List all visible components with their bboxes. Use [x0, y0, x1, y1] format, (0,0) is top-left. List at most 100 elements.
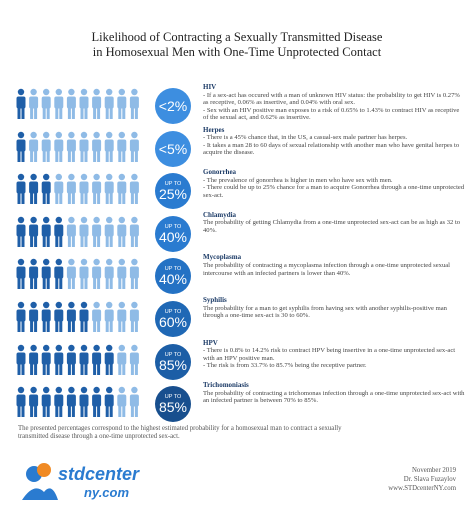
person-icon — [92, 131, 102, 162]
icons — [16, 259, 139, 290]
person-icon — [29, 88, 39, 119]
person-icon — [66, 173, 76, 205]
person-icon — [41, 131, 51, 162]
disease-name: HIV — [203, 83, 217, 91]
person-icon — [129, 216, 139, 247]
person-icon — [92, 216, 102, 247]
title-line: Likelihood of Contracting a Sexually Tra… — [91, 30, 383, 44]
person-icon — [29, 173, 39, 205]
row: <5% Herpes - There is a 45% chance that, i… — [0, 125, 474, 169]
person-icon — [104, 386, 114, 418]
person-icon — [66, 386, 76, 418]
person-icon — [29, 216, 39, 247]
badge-prefix: UP TO — [165, 224, 182, 230]
person-icon — [79, 344, 89, 375]
description: - The prevalence of gonorrhea is higher … — [203, 176, 393, 184]
badge-circle — [155, 258, 191, 295]
person-icon — [41, 173, 51, 205]
badge-value: <5% — [159, 141, 187, 157]
badge: <5% — [155, 130, 191, 167]
person-icon — [129, 131, 139, 162]
person-icon — [54, 344, 64, 375]
person-icon — [41, 88, 51, 119]
description: - If a sex-act has occured with a man of… — [203, 91, 460, 107]
badge-circle — [155, 88, 191, 124]
person-icon — [54, 173, 64, 205]
person-icon — [79, 88, 89, 119]
description: - There is a 45% chance that, in the US,… — [203, 134, 408, 142]
icons — [16, 301, 139, 332]
badge-prefix: UP TO — [165, 181, 182, 187]
person-icon — [92, 344, 102, 375]
person-icon — [117, 88, 127, 119]
row-text: HPV - There is 0.8% to 14.2% risk to cont… — [203, 339, 465, 370]
disease-name: Syphilis — [203, 296, 227, 304]
person-icon — [16, 301, 26, 332]
person-icon — [104, 259, 114, 290]
person-icon — [66, 131, 76, 162]
logo-text: stdcenter — [58, 464, 140, 484]
row: <2% HIV - If a sex-act has occured with a … — [0, 83, 474, 126]
disease-name: Herpes — [203, 125, 225, 134]
title-line: in Homosexual Men with One-Time Unprotec… — [92, 45, 382, 59]
person-icon — [29, 386, 39, 418]
footnote: The presented percentages correspond to … — [18, 425, 342, 440]
badge-value: 60% — [159, 314, 187, 330]
person-icon — [129, 88, 139, 119]
person-icon — [29, 131, 39, 162]
person-icon — [66, 344, 76, 375]
row-text: Syphilis The probability for a man to get… — [203, 296, 465, 320]
icons — [16, 88, 139, 119]
person-icon — [104, 216, 114, 247]
badge-circle — [155, 301, 191, 337]
person-icon — [79, 386, 89, 418]
person-icon — [79, 301, 89, 332]
person-icon — [79, 216, 89, 247]
person-icon — [79, 259, 89, 290]
person-icon — [41, 386, 51, 418]
person-icon — [92, 259, 102, 290]
person-icon — [16, 88, 26, 119]
row: UP TO 85% Trichomoniasis The probability of… — [0, 382, 474, 424]
description: The probability of contracting a trichom… — [203, 389, 465, 405]
row-text: HIV - If a sex-act has occured with a man… — [203, 83, 465, 122]
person-icon — [16, 386, 26, 418]
person-icon — [41, 259, 51, 290]
row-text: Herpes - There is a 45% chance that, in t… — [203, 125, 465, 157]
person-icon — [54, 131, 64, 162]
badge-value: 40% — [159, 229, 187, 245]
row: UP TO 40% Chlamydia The probability of gett… — [0, 211, 474, 254]
disease-name: Mycoplasma — [203, 253, 242, 262]
credit-line: November 2019 — [412, 467, 456, 474]
row: UP TO 60% Syphilis The probability for a ma… — [0, 296, 474, 339]
person-icon — [79, 173, 89, 205]
person-icon — [54, 301, 64, 332]
person-icon — [129, 259, 139, 290]
person-icon — [16, 131, 26, 162]
description: - It takes a man 28 to 60 days of sexual… — [203, 141, 460, 157]
person-icon — [29, 301, 39, 332]
person-icon — [66, 88, 76, 119]
person-icon — [54, 259, 64, 290]
person-icon — [104, 301, 114, 332]
badge-prefix: UP TO — [165, 352, 182, 358]
person-icon — [104, 88, 114, 119]
person-icon — [129, 386, 139, 418]
title: Likelihood of Contracting a Sexually Tra… — [0, 30, 474, 60]
icons — [16, 216, 139, 247]
person-icon — [92, 88, 102, 119]
person-icon — [66, 259, 76, 290]
credit-line: Dr. Slava Fuzaylov — [403, 476, 456, 483]
person-icon — [117, 259, 127, 290]
logo: stdcenter ny.com — [22, 463, 140, 500]
row: UP TO 25% Gonorrhea - The prevalence of gon… — [0, 169, 474, 211]
icons — [16, 386, 139, 418]
badge-circle — [155, 130, 191, 167]
badge-value: 40% — [159, 271, 187, 287]
person-icon — [129, 301, 139, 332]
person-icon — [117, 173, 127, 205]
